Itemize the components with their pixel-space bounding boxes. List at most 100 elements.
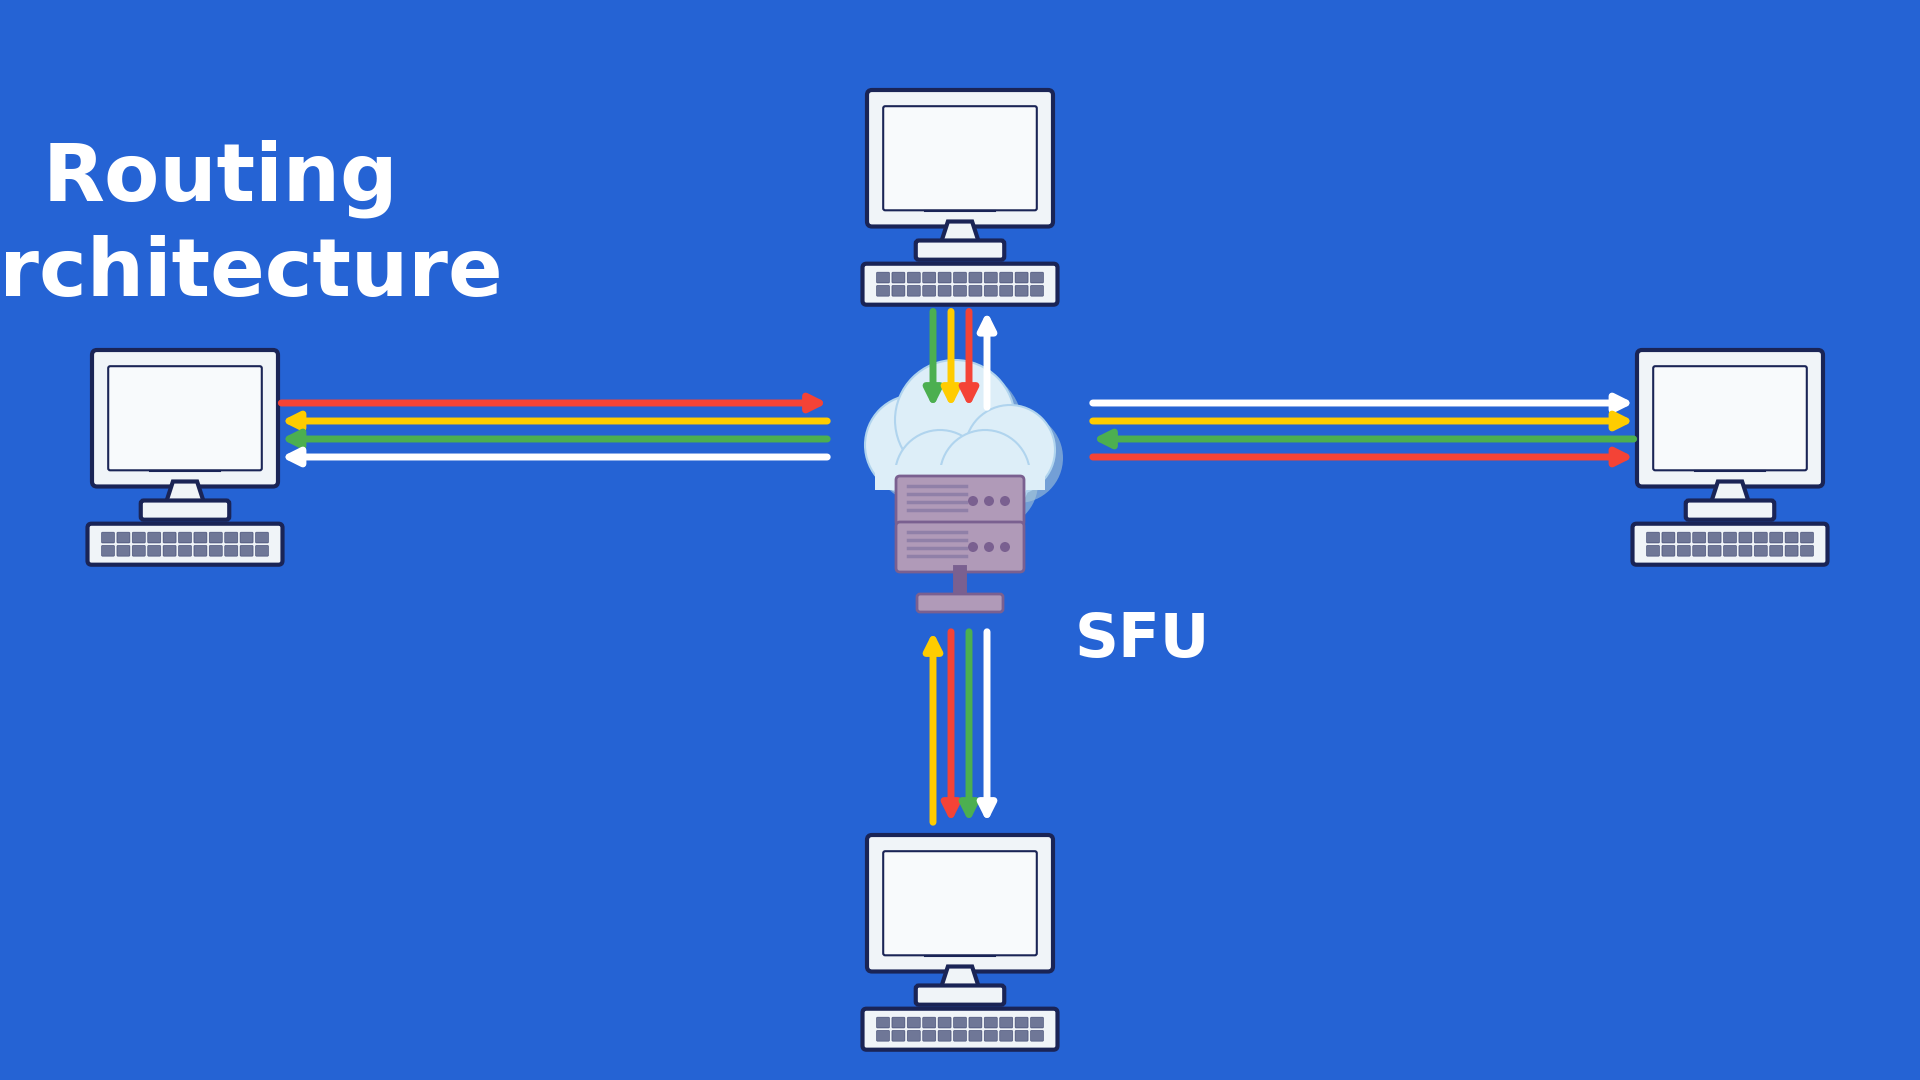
Polygon shape — [941, 967, 979, 988]
FancyBboxPatch shape — [939, 1030, 950, 1041]
FancyBboxPatch shape — [939, 1017, 950, 1028]
FancyBboxPatch shape — [1000, 272, 1012, 283]
Circle shape — [941, 430, 1029, 519]
FancyBboxPatch shape — [1016, 272, 1027, 283]
Circle shape — [973, 413, 1064, 503]
FancyBboxPatch shape — [148, 532, 161, 543]
FancyBboxPatch shape — [985, 285, 996, 296]
FancyBboxPatch shape — [862, 1009, 1058, 1050]
FancyBboxPatch shape — [954, 1030, 966, 1041]
FancyBboxPatch shape — [1663, 532, 1674, 543]
FancyBboxPatch shape — [194, 545, 207, 556]
FancyBboxPatch shape — [1770, 532, 1782, 543]
Circle shape — [1000, 496, 1010, 507]
FancyBboxPatch shape — [924, 285, 935, 296]
FancyBboxPatch shape — [924, 272, 935, 283]
Text: Routing: Routing — [42, 140, 397, 218]
FancyBboxPatch shape — [877, 1017, 889, 1028]
FancyBboxPatch shape — [209, 545, 223, 556]
FancyBboxPatch shape — [240, 532, 253, 543]
FancyBboxPatch shape — [132, 532, 146, 543]
FancyBboxPatch shape — [862, 264, 1058, 305]
FancyBboxPatch shape — [255, 532, 269, 543]
FancyBboxPatch shape — [876, 465, 1044, 490]
FancyBboxPatch shape — [918, 594, 1002, 612]
FancyBboxPatch shape — [1016, 1030, 1027, 1041]
FancyBboxPatch shape — [1663, 545, 1674, 556]
FancyBboxPatch shape — [893, 272, 904, 283]
FancyBboxPatch shape — [1647, 532, 1659, 543]
FancyBboxPatch shape — [985, 1017, 996, 1028]
Circle shape — [874, 403, 973, 503]
FancyBboxPatch shape — [102, 545, 115, 556]
FancyBboxPatch shape — [893, 1017, 904, 1028]
FancyBboxPatch shape — [970, 1017, 981, 1028]
FancyBboxPatch shape — [924, 1017, 935, 1028]
FancyBboxPatch shape — [1709, 545, 1720, 556]
FancyBboxPatch shape — [179, 532, 192, 543]
FancyBboxPatch shape — [140, 500, 228, 519]
FancyBboxPatch shape — [908, 285, 920, 296]
FancyBboxPatch shape — [255, 545, 269, 556]
FancyBboxPatch shape — [225, 532, 238, 543]
Circle shape — [866, 395, 966, 495]
FancyBboxPatch shape — [88, 524, 282, 565]
FancyBboxPatch shape — [1724, 545, 1736, 556]
FancyBboxPatch shape — [954, 272, 966, 283]
Circle shape — [983, 542, 995, 552]
Circle shape — [966, 405, 1054, 495]
FancyBboxPatch shape — [908, 1030, 920, 1041]
Circle shape — [948, 438, 1039, 528]
Circle shape — [968, 496, 977, 507]
Polygon shape — [941, 221, 979, 243]
FancyBboxPatch shape — [883, 851, 1037, 956]
FancyBboxPatch shape — [194, 532, 207, 543]
FancyBboxPatch shape — [179, 545, 192, 556]
FancyBboxPatch shape — [985, 272, 996, 283]
FancyBboxPatch shape — [883, 106, 1037, 211]
FancyBboxPatch shape — [985, 1030, 996, 1041]
FancyBboxPatch shape — [916, 241, 1004, 259]
FancyBboxPatch shape — [1031, 272, 1043, 283]
FancyBboxPatch shape — [868, 90, 1052, 227]
Circle shape — [968, 542, 977, 552]
FancyBboxPatch shape — [1709, 532, 1720, 543]
FancyBboxPatch shape — [1693, 532, 1705, 543]
FancyBboxPatch shape — [1016, 1017, 1027, 1028]
Circle shape — [1000, 542, 1010, 552]
FancyBboxPatch shape — [1678, 532, 1690, 543]
FancyBboxPatch shape — [1740, 532, 1751, 543]
FancyBboxPatch shape — [163, 532, 177, 543]
FancyBboxPatch shape — [1031, 1030, 1043, 1041]
FancyBboxPatch shape — [1770, 545, 1782, 556]
FancyBboxPatch shape — [908, 1017, 920, 1028]
FancyBboxPatch shape — [954, 1017, 966, 1028]
Circle shape — [895, 430, 985, 519]
FancyBboxPatch shape — [939, 285, 950, 296]
FancyBboxPatch shape — [1801, 545, 1814, 556]
FancyBboxPatch shape — [1016, 285, 1027, 296]
FancyBboxPatch shape — [1755, 545, 1766, 556]
Polygon shape — [165, 482, 204, 503]
FancyBboxPatch shape — [1638, 350, 1822, 486]
FancyBboxPatch shape — [117, 545, 131, 556]
FancyBboxPatch shape — [1740, 545, 1751, 556]
FancyBboxPatch shape — [1786, 532, 1799, 543]
FancyBboxPatch shape — [954, 285, 966, 296]
FancyBboxPatch shape — [939, 272, 950, 283]
FancyBboxPatch shape — [970, 285, 981, 296]
FancyBboxPatch shape — [897, 476, 1023, 526]
FancyBboxPatch shape — [877, 1030, 889, 1041]
Polygon shape — [1711, 482, 1749, 503]
FancyBboxPatch shape — [117, 532, 131, 543]
FancyBboxPatch shape — [92, 350, 278, 486]
FancyBboxPatch shape — [908, 272, 920, 283]
Circle shape — [895, 360, 1016, 480]
FancyBboxPatch shape — [893, 1030, 904, 1041]
Text: Architecture: Architecture — [0, 235, 503, 313]
FancyBboxPatch shape — [1000, 1030, 1012, 1041]
FancyBboxPatch shape — [1632, 524, 1828, 565]
Text: SFU: SFU — [1075, 610, 1210, 670]
Circle shape — [902, 438, 993, 528]
FancyBboxPatch shape — [897, 522, 1023, 572]
